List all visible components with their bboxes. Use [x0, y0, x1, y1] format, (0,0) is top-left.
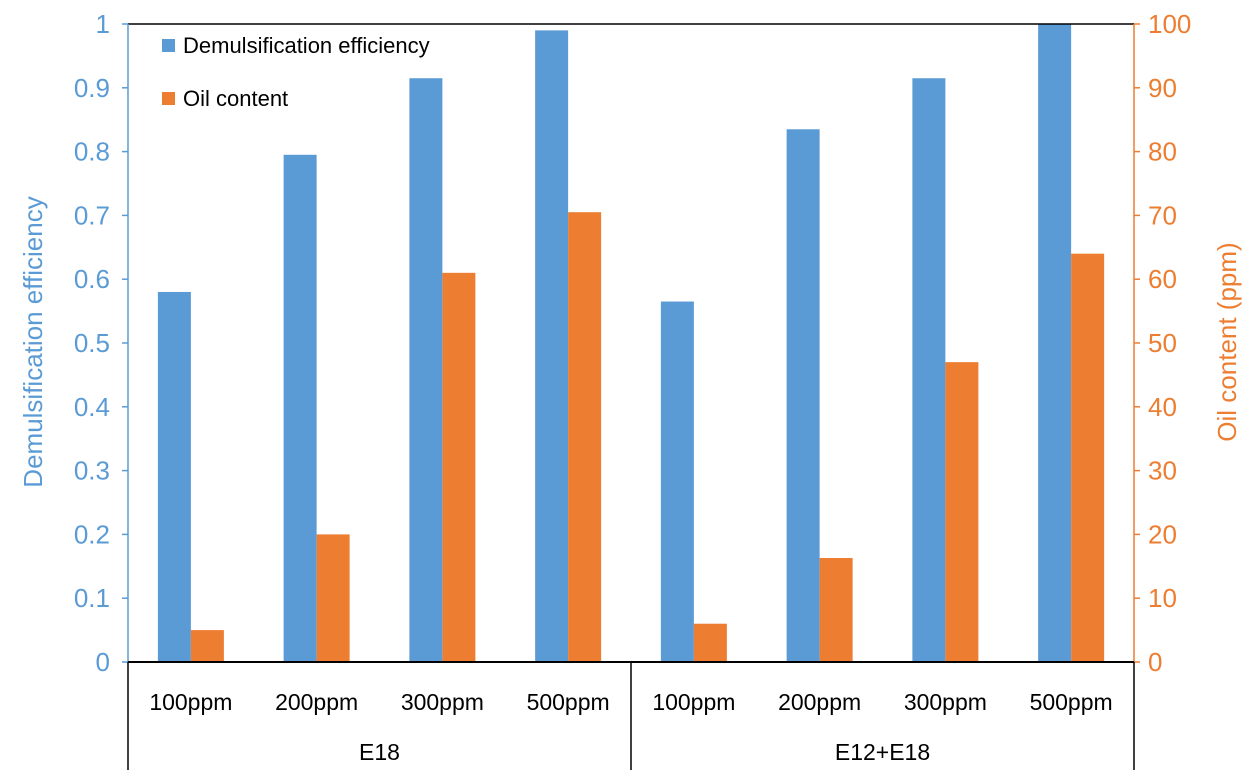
category-label: 100ppm	[652, 689, 735, 715]
bar-oil-content-0	[190, 630, 224, 662]
bar-efficiency-2	[409, 78, 443, 663]
left-tick-label: 0.2	[74, 519, 110, 549]
group-label: E18	[359, 739, 400, 765]
left-tick-label: 0.7	[74, 200, 110, 230]
category-label: 500ppm	[1030, 689, 1113, 715]
legend: Demulsification efficiency Oil content	[162, 33, 430, 111]
category-label: 200ppm	[778, 689, 861, 715]
bar-efficiency-3	[535, 30, 569, 662]
bar-oil-content-3	[568, 212, 602, 662]
right-tick-label: 80	[1148, 137, 1177, 167]
bar-oil-content-6	[945, 362, 979, 662]
bars-layer	[157, 24, 1105, 663]
bar-efficiency-4	[660, 301, 694, 662]
left-axis-ticks: 0 0.1 0.2 0.3 0.4 0.5 0.6 0.7 0.8 0.9 1	[74, 9, 128, 677]
right-tick-label: 50	[1148, 328, 1177, 358]
right-tick-label: 70	[1148, 200, 1177, 230]
right-tick-label: 100	[1148, 9, 1191, 39]
left-tick-label: 0	[96, 647, 110, 677]
right-tick-label: 30	[1148, 456, 1177, 486]
left-tick-label: 0.3	[74, 456, 110, 486]
left-tick-label: 0.4	[74, 392, 110, 422]
bar-efficiency-5	[786, 129, 820, 662]
legend-swatch-oil-content	[162, 92, 175, 105]
left-tick-label: 0.6	[74, 264, 110, 294]
right-tick-label: 20	[1148, 519, 1177, 549]
legend-swatch-efficiency	[162, 39, 175, 52]
right-tick-label: 60	[1148, 264, 1177, 294]
right-tick-label: 0	[1148, 647, 1162, 677]
group-label: E12+E18	[835, 739, 930, 765]
bar-oil-content-7	[1071, 253, 1105, 662]
bar-efficiency-1	[283, 154, 317, 663]
left-axis-label: Demulsification efficiency	[18, 196, 48, 487]
bar-oil-content-1	[316, 534, 350, 662]
left-tick-label: 0.8	[74, 137, 110, 167]
category-label: 200ppm	[275, 689, 358, 715]
right-axis-ticks: 0 10 20 30 40 50 60 70 80 90 100	[1134, 9, 1191, 677]
bar-efficiency-7	[1038, 24, 1072, 662]
plot-frame	[127, 23, 1135, 662]
legend-label-oil-content: Oil content	[183, 86, 288, 111]
left-tick-label: 0.5	[74, 328, 110, 358]
left-tick-label: 0.9	[74, 73, 110, 103]
bar-oil-content-4	[693, 623, 727, 662]
category-label: 300ppm	[401, 689, 484, 715]
category-label: 100ppm	[149, 689, 232, 715]
right-tick-label: 40	[1148, 392, 1177, 422]
left-tick-label: 0.1	[74, 583, 110, 613]
bar-efficiency-6	[912, 78, 946, 663]
category-label: 500ppm	[527, 689, 610, 715]
right-tick-label: 90	[1148, 73, 1177, 103]
left-tick-label: 1	[96, 9, 110, 39]
bar-efficiency-0	[157, 291, 191, 662]
bar-oil-content-5	[819, 558, 853, 662]
right-axis-label: Oil content (ppm)	[1212, 242, 1242, 441]
bar-oil-content-2	[442, 272, 476, 662]
right-tick-label: 10	[1148, 583, 1177, 613]
category-label: 300ppm	[904, 689, 987, 715]
x-axis-table: 100ppm 200ppm 300ppm 500ppm 100ppm 200ppm 300p…	[127, 661, 1135, 770]
legend-label-efficiency: Demulsification efficiency	[183, 33, 430, 58]
